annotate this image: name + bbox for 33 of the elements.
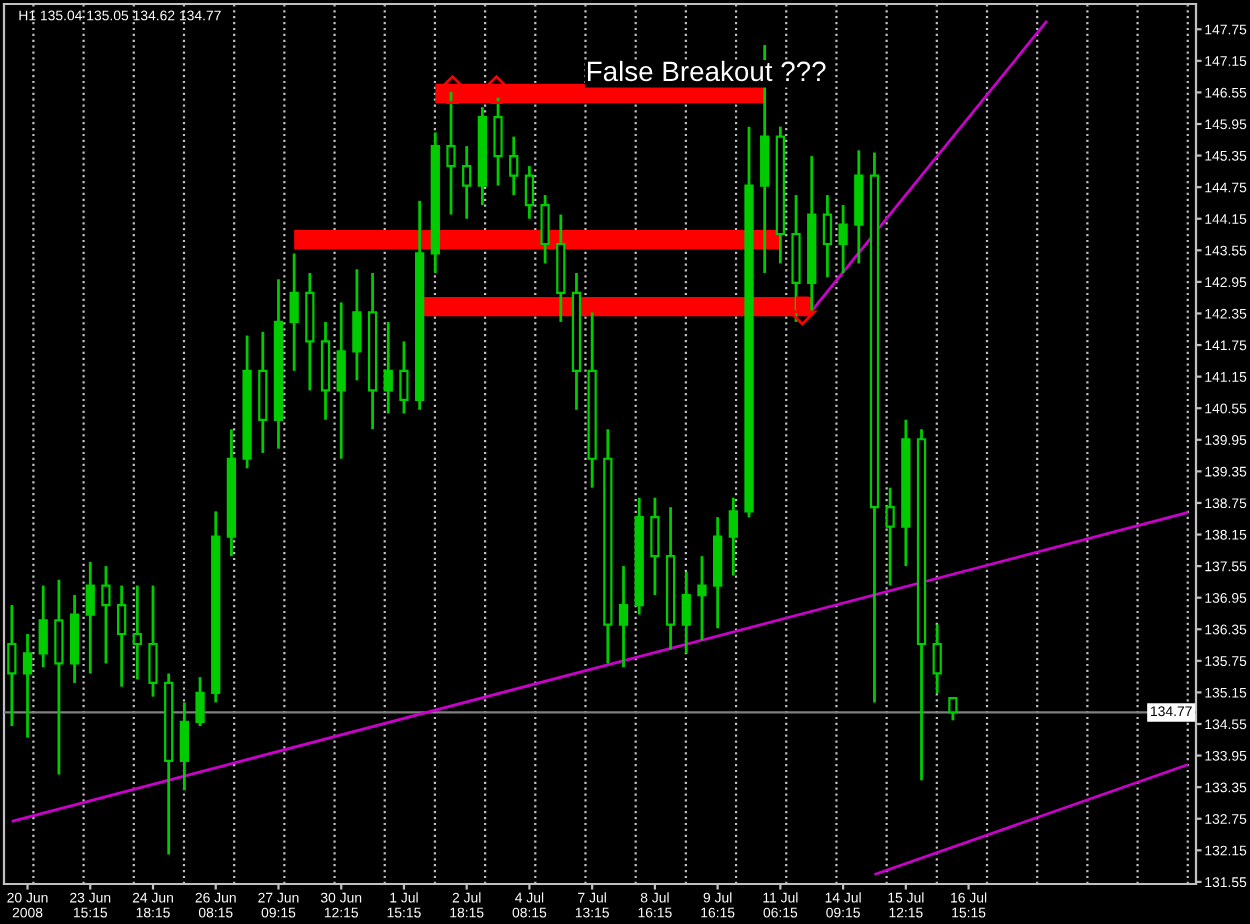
candlestick [7, 603, 17, 728]
candlestick [132, 584, 142, 681]
candlestick [446, 90, 456, 216]
candlestick [697, 554, 707, 642]
candlestick [85, 560, 95, 675]
candlestick [524, 164, 535, 221]
candlestick [728, 496, 738, 577]
candlestick [399, 339, 409, 415]
candlestick [540, 193, 550, 265]
candlestick [54, 578, 64, 776]
candlestick [352, 267, 362, 382]
candlestick [195, 675, 205, 728]
candlestick [383, 320, 393, 415]
candlestick [493, 96, 503, 187]
candlestick [38, 584, 48, 669]
candlestick [681, 570, 691, 655]
candlestick [289, 252, 299, 373]
candlestick [179, 701, 190, 792]
candlestick [838, 203, 848, 275]
candlestick [650, 496, 660, 597]
candlestick [336, 301, 346, 461]
candlestick [148, 584, 158, 699]
annotation: False Breakout ??? [587, 60, 826, 82]
candlestick [885, 486, 895, 587]
candlestick [22, 632, 33, 740]
candlestick [101, 564, 111, 665]
candlestick [116, 584, 127, 689]
candlestick [509, 135, 519, 197]
candlestick [618, 564, 629, 669]
candlestick [948, 696, 958, 722]
candlestick [822, 193, 833, 279]
candlestick [462, 144, 472, 221]
candlestick [932, 623, 942, 695]
